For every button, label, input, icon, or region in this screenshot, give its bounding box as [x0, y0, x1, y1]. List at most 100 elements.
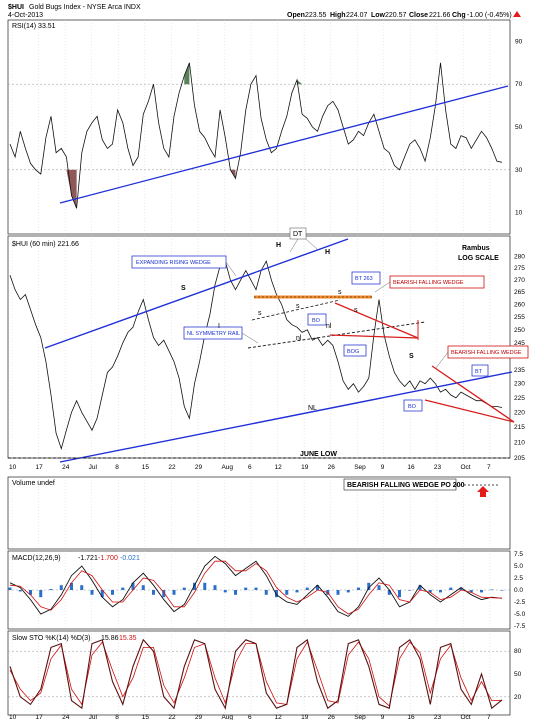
- small-s-label-1: s: [258, 310, 262, 317]
- change-label: Chg: [452, 12, 466, 19]
- macd-hist-bar: [428, 590, 432, 593]
- rsi-overbought-fill: [184, 62, 190, 85]
- macd-hist-bar: [285, 590, 289, 595]
- macd-hist-bar: [152, 590, 155, 595]
- x-tick-label-bottom: 8: [115, 714, 119, 720]
- macd-axis: 7.5 5.0 2.5 0.0 -2.5 -5.0 -7.5: [8, 551, 526, 630]
- x-tick-label-bottom: 17: [36, 714, 44, 720]
- macd-hist-bar: [459, 587, 463, 590]
- x-tick-label: 29: [195, 464, 203, 471]
- change-value: -1.00 (-0.45%): [467, 12, 512, 19]
- macd-hist-bar: [29, 590, 32, 595]
- high-value: 224.07: [346, 12, 368, 19]
- rsi-tick-label: 90: [515, 38, 523, 45]
- macd-hist-bar: [500, 590, 504, 591]
- svg-text:BT: BT: [475, 369, 483, 375]
- rsi-oversold-fill: [225, 169, 236, 179]
- macd-hist-bar: [305, 587, 309, 590]
- rsi-tick-label: 30: [515, 167, 523, 174]
- price-tick-label: 210: [514, 439, 525, 446]
- i-mark-label: I: [218, 323, 220, 330]
- price-line: [9, 260, 503, 450]
- x-axis: 10 17 24 Jul 8 15 22 29 Aug 6 12 19 26 Sep 9 16 23 Oct 7: [9, 464, 491, 471]
- macd-hist-bar: [213, 585, 217, 590]
- macd-hist-bar: [8, 587, 12, 590]
- price-tick-label: 275: [514, 265, 525, 272]
- rsi-oversold-fill: [66, 169, 77, 209]
- price-tick-label: 265: [514, 289, 525, 296]
- macd-value: -1.721: [78, 555, 98, 562]
- macd-hist-bar: [316, 585, 319, 590]
- stochastic-panel: Slow STO %K(14) %D(3) 15.86 15.35 80 50 20: [8, 635, 522, 710]
- expanding-wedge-callout: [225, 261, 237, 277]
- x-tick-label: 23: [434, 464, 442, 471]
- svg-text:EXPANDING RISING WEDGE: EXPANDING RISING WEDGE: [136, 260, 211, 266]
- macd-tick-label: -2.5: [514, 599, 526, 606]
- volume-title: Volume undef: [12, 480, 55, 487]
- x-axis-bottom: 10 17 24 Jul 8 15 22 29 Aug 6 12 19 26 Sep 9 16 23 Oct 7: [9, 714, 491, 720]
- s-left-label: S: [181, 285, 186, 292]
- x-tick-label-bottom: 23: [434, 714, 442, 720]
- macd-hist-bar: [131, 582, 135, 590]
- bt-label: BT: [471, 364, 489, 377]
- neckline: [59, 371, 513, 463]
- price-tick-label: 215: [514, 424, 525, 431]
- x-tick-label: 9: [381, 464, 385, 471]
- po200-label-box: [343, 478, 457, 491]
- stochastic-tick-label: 50: [514, 671, 522, 678]
- x-tick-label-bottom: Sep: [354, 714, 366, 720]
- stochastic-k-line: [9, 638, 503, 710]
- macd-tick-label: 5.0: [514, 563, 523, 570]
- open-value: 223.55: [305, 12, 327, 19]
- macd-hist-value: -0.021: [120, 555, 140, 562]
- low-value: 220.57: [385, 12, 407, 19]
- macd-hist-bar: [275, 590, 278, 598]
- s-right-label: S: [409, 353, 414, 360]
- macd-panel: MACD(12,26,9) -1.721 -1.700 -0.021 7.5 5.…: [8, 551, 526, 630]
- x-tick-label-bottom: 26: [328, 714, 336, 720]
- price-tick-label: 235: [514, 367, 525, 374]
- x-tick-label-bottom: 29: [195, 714, 203, 720]
- macd-title: MACD(12,26,9): [12, 555, 61, 562]
- macd-hist-bar: [490, 589, 494, 591]
- macd-tick-label: 7.5: [514, 551, 523, 558]
- svg-text:DT: DT: [293, 231, 303, 238]
- macd-hist-bar: [162, 590, 166, 598]
- macd-hist-bar: [295, 590, 299, 593]
- x-tick-label: 24: [62, 464, 70, 471]
- vertical-gridlines: [11, 20, 491, 715]
- stochastic-axis: 80 50 20: [514, 648, 522, 701]
- macd-hist-bar: [480, 590, 483, 593]
- nl-symmetry-label: NL SYMMETRY RAIL: [183, 326, 243, 340]
- svg-text:BEARISH FALLING WEDGE: BEARISH FALLING WEDGE: [393, 280, 464, 286]
- po200-label: BEARISH FALLING WEDGE PO 200: [347, 482, 465, 489]
- x-tick-label: 12: [275, 464, 283, 471]
- x-tick-label: 6: [248, 464, 252, 471]
- price-tick-label: 280: [514, 254, 525, 261]
- macd-hist-bar: [111, 590, 114, 595]
- log-scale-label: LOG SCALE: [458, 255, 499, 262]
- upper-dashed-rail: [251, 299, 341, 321]
- macd-hist-bar: [100, 590, 104, 598]
- macd-hist-bar: [408, 590, 412, 591]
- price-tick-label: 230: [514, 381, 525, 388]
- x-tick-label-bottom: 12: [275, 714, 283, 720]
- macd-hist-bar: [223, 590, 227, 593]
- x-tick-label-bottom: Oct: [460, 714, 470, 720]
- rsi-panel-frame: [7, 19, 511, 235]
- x-tick-label-bottom: 15: [142, 714, 150, 720]
- macd-line: [9, 555, 503, 617]
- svg-text:BOG: BOG: [347, 349, 359, 355]
- rsi-tick-label: 50: [515, 124, 523, 131]
- macd-hist-bar: [264, 590, 268, 595]
- macd-hist-bar: [469, 590, 473, 593]
- rsi-overbought-fill: [297, 79, 303, 85]
- x-tick-label-bottom: Jul: [89, 714, 98, 720]
- x-tick-label: 16: [407, 464, 415, 471]
- dt-callout-right: [305, 238, 319, 251]
- bog-label: BOG: [343, 344, 367, 357]
- stochastic-d-value: 15.35: [119, 635, 137, 642]
- x-tick-label-bottom: 22: [168, 714, 176, 720]
- price-tick-label: 250: [514, 327, 525, 334]
